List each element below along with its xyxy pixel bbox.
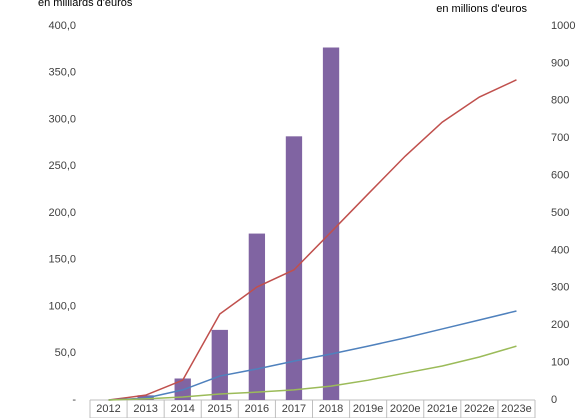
x-tick-label: 2015 bbox=[208, 403, 232, 415]
y-tick-label: 100,0 bbox=[48, 300, 76, 312]
x-tick-label: 2014 bbox=[170, 403, 194, 415]
y-tick-label: 350,0 bbox=[48, 67, 76, 79]
x-tick-label: 2017 bbox=[282, 403, 306, 415]
y-tick-label: 400,0 bbox=[48, 20, 76, 32]
line-series bbox=[108, 310, 517, 401]
x-tick-label: 2016 bbox=[245, 403, 269, 415]
bar bbox=[285, 136, 303, 400]
y-tick-label: 300,0 bbox=[48, 113, 76, 125]
y-tick-label: 200,0 bbox=[48, 207, 76, 219]
y-tick-label: 50,0 bbox=[55, 347, 76, 359]
bar bbox=[248, 233, 266, 400]
y2-tick-label: 900 bbox=[551, 57, 569, 69]
y2-tick-label: 600 bbox=[551, 170, 569, 182]
y2-tick-label: 400 bbox=[551, 244, 569, 256]
x-tick-label: 2013 bbox=[133, 403, 157, 415]
y2-tick-label: 200 bbox=[551, 319, 569, 331]
bar bbox=[211, 329, 228, 400]
x-tick-label: 2018 bbox=[319, 403, 343, 415]
y-axis-title: en milliards d'euros bbox=[38, 0, 133, 9]
y2-tick-label: 100 bbox=[551, 357, 569, 369]
y2-tick-label: 0 bbox=[551, 394, 557, 406]
y-tick-label: - bbox=[72, 394, 76, 406]
y2-tick-label: 700 bbox=[551, 132, 569, 144]
y-tick-label: 250,0 bbox=[48, 160, 76, 172]
x-tick-label: 2022e bbox=[464, 403, 495, 415]
y2-tick-label: 300 bbox=[551, 282, 569, 294]
y2-tick-label: 500 bbox=[551, 207, 569, 219]
x-tick-label: 2012 bbox=[96, 403, 120, 415]
line-series bbox=[108, 79, 517, 401]
x-tick-label: 2020e bbox=[390, 403, 421, 415]
x-tick-label: 2023e bbox=[501, 403, 532, 415]
line-series bbox=[108, 345, 517, 401]
bar bbox=[322, 47, 340, 400]
y-tick-label: 150,0 bbox=[48, 254, 76, 266]
y2-tick-label: 1000 bbox=[551, 20, 575, 32]
x-tick-label: 2021e bbox=[427, 403, 458, 415]
y2-axis-title: en millions d'euros bbox=[436, 3, 527, 15]
y2-tick-label: 800 bbox=[551, 95, 569, 107]
x-tick-label: 2019e bbox=[353, 403, 384, 415]
